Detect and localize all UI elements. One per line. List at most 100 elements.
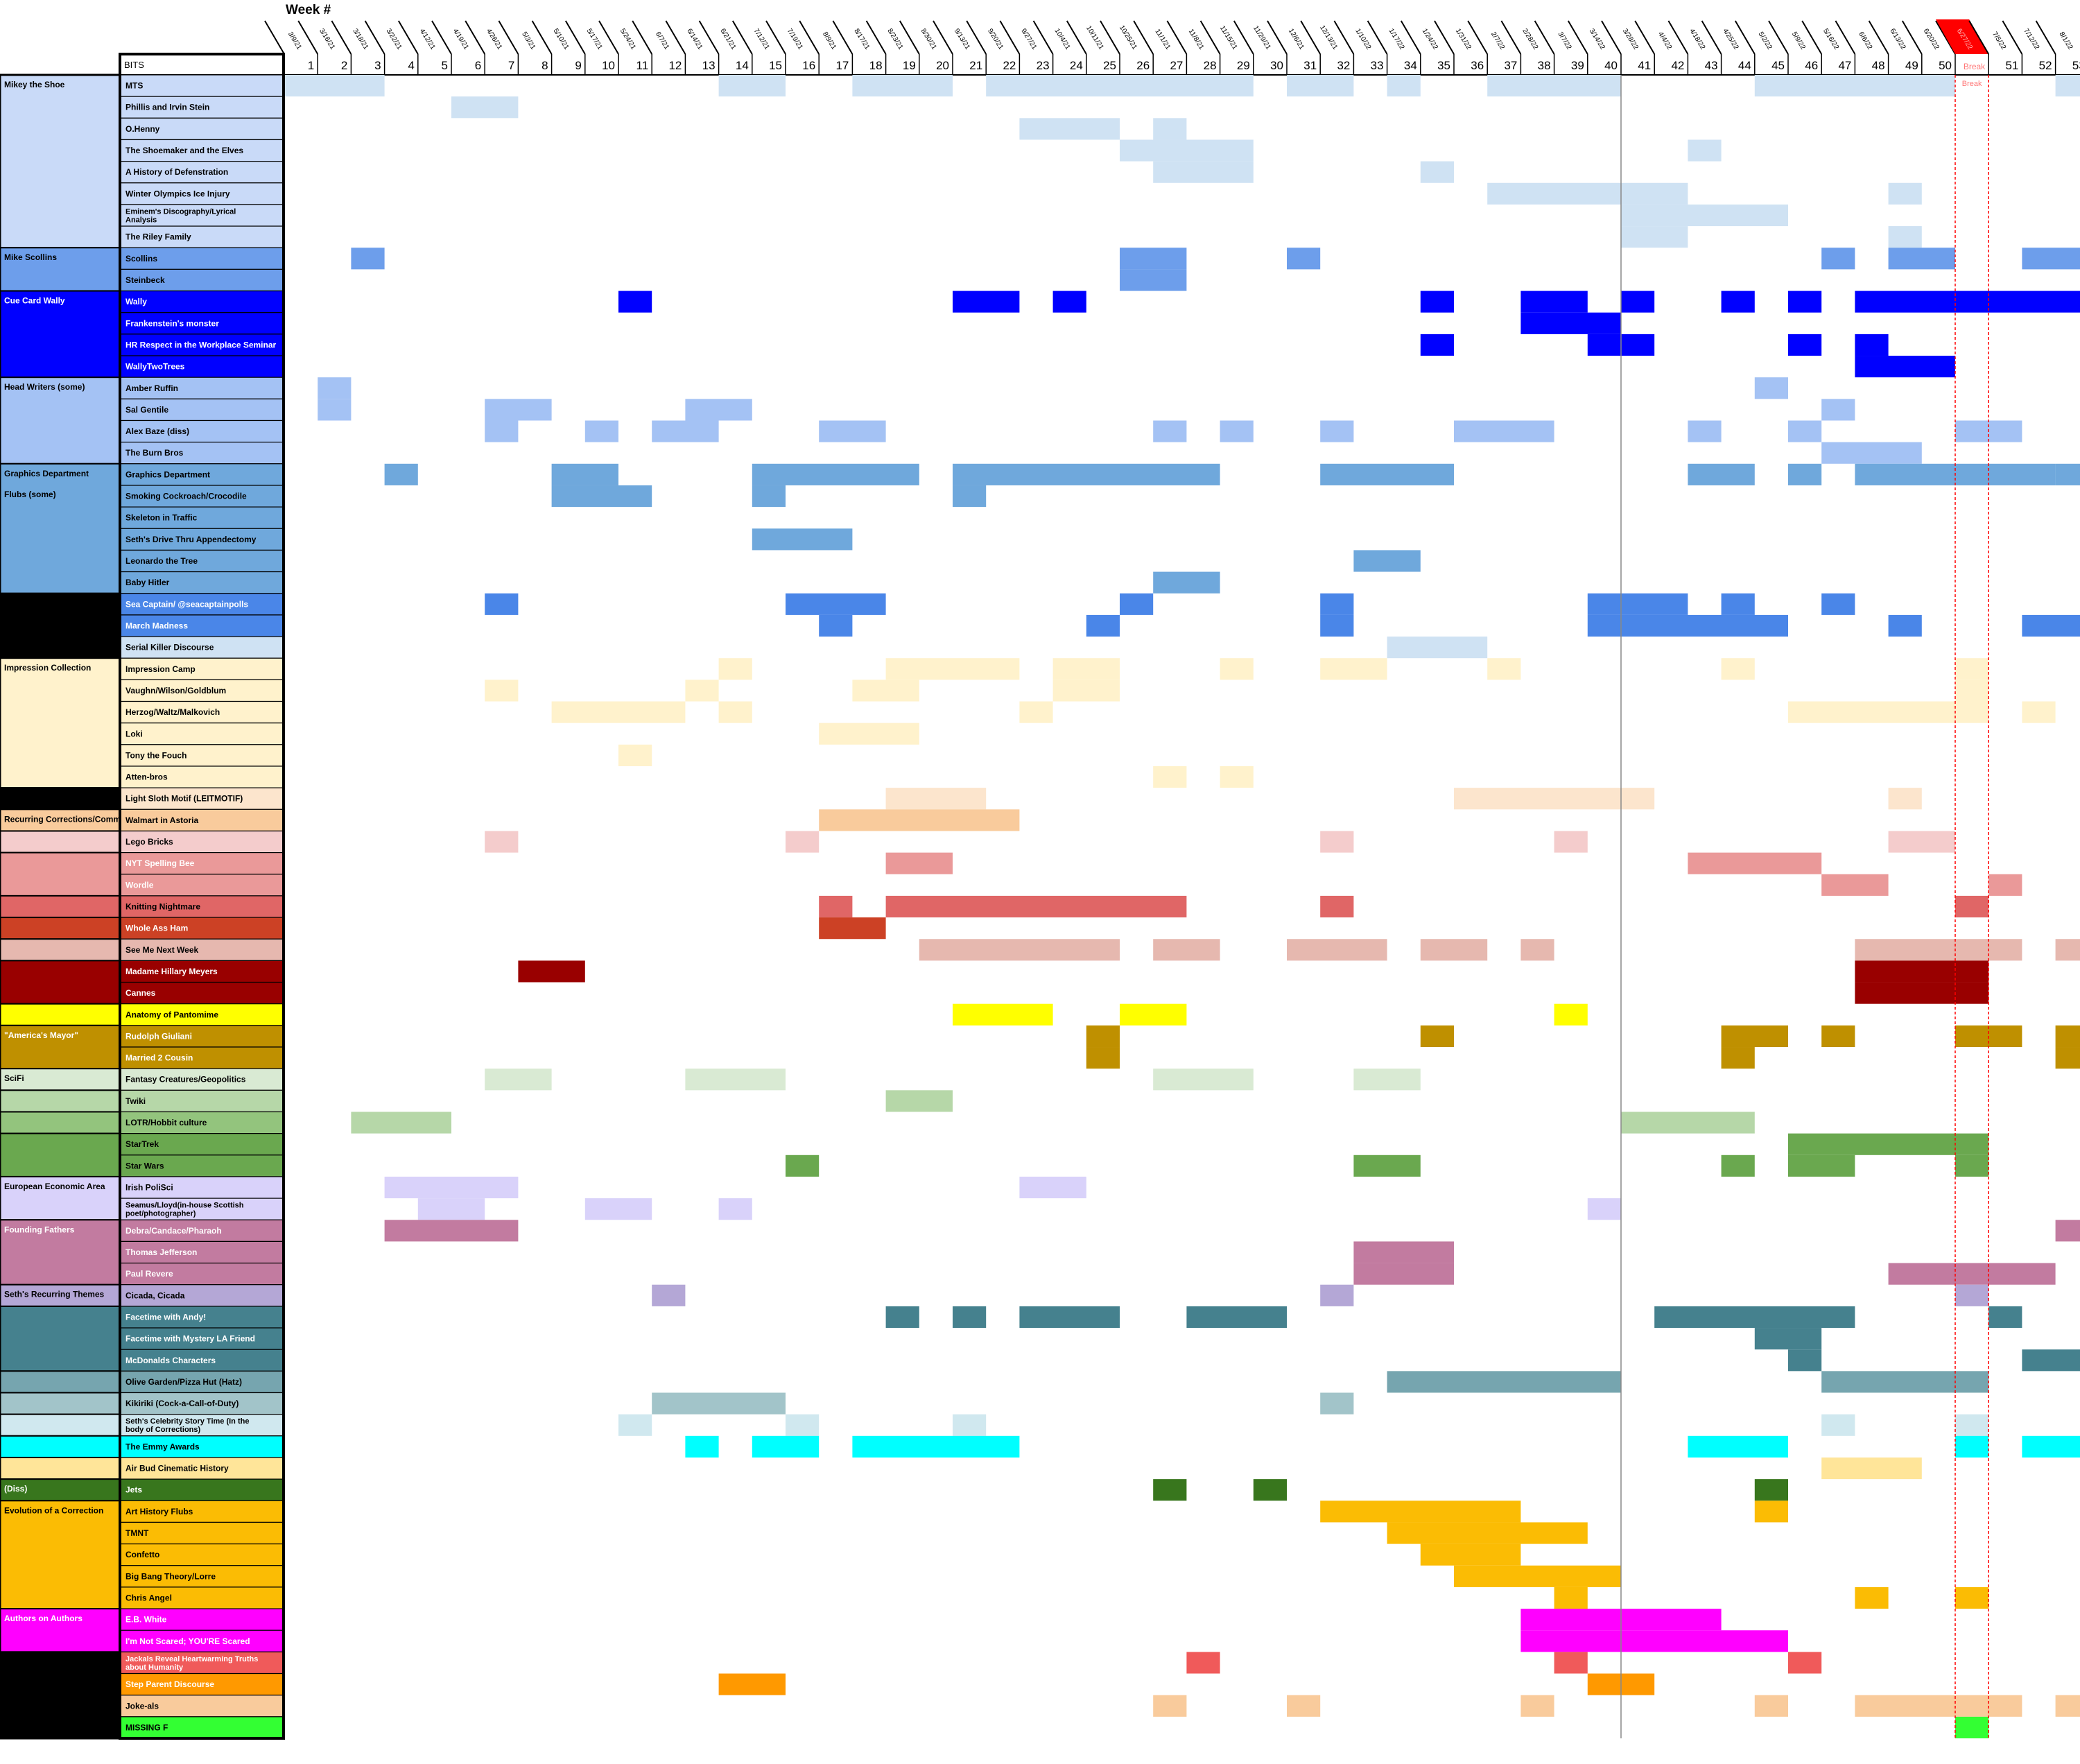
occurrence-mark <box>1287 1695 1321 1717</box>
occurrence-mark <box>1052 291 1086 313</box>
occurrence-mark <box>1220 766 1254 788</box>
occurrence-mark <box>1754 1695 1788 1717</box>
occurrence-mark <box>1855 334 1889 356</box>
occurrence-mark <box>953 1306 987 1329</box>
week-date-label: 8/9/21 <box>821 31 838 51</box>
week-date-label: 4/12/21 <box>418 27 437 51</box>
week-date-label: 1/24/22 <box>1421 27 1439 51</box>
bit-label: Thomas Jefferson <box>125 1247 197 1257</box>
occurrence-mark <box>384 1176 519 1199</box>
week-number-label: 12 <box>668 59 682 72</box>
week-number-label: 26 <box>1136 59 1150 72</box>
week-date-label: 3/7/22 <box>1556 31 1572 51</box>
occurrence-mark <box>1454 788 1655 810</box>
bit-label-cell <box>119 1586 284 1609</box>
occurrence-mark <box>551 485 652 508</box>
bit-label: Loki <box>125 729 143 738</box>
group-label: Mikey the Shoe <box>4 80 65 89</box>
week-date-label: 7/12/22 <box>2022 27 2040 51</box>
occurrence-mark <box>652 1392 786 1415</box>
bit-label: Seamus/Lloyd(in-house Scottish <box>125 1202 244 1210</box>
date-header-divider <box>1968 20 1990 55</box>
occurrence-mark <box>1420 161 1454 183</box>
occurrence-mark <box>1320 1501 1521 1523</box>
group-cell <box>0 1219 121 1286</box>
occurrence-mark <box>1153 1069 1254 1091</box>
occurrence-mark <box>852 1435 1020 1458</box>
occurrence-mark <box>318 399 352 421</box>
bit-label: March Madness <box>125 621 188 630</box>
week-number-label: 36 <box>1471 59 1484 72</box>
occurrence-mark <box>1955 895 1989 918</box>
occurrence-mark <box>685 680 719 702</box>
group-label: Founding Fathers <box>4 1225 75 1234</box>
week-date-label: 4/26/21 <box>485 27 503 51</box>
bit-label: Steinbeck <box>125 275 165 285</box>
week-date-label: 11/1/21 <box>1153 28 1172 51</box>
bit-label: Paul Revere <box>125 1269 173 1279</box>
occurrence-mark <box>417 1198 485 1220</box>
bit-label: Smoking Cockroach/Crocodile <box>125 492 247 501</box>
group-cell <box>0 787 121 811</box>
occurrence-mark <box>1821 1414 1855 1436</box>
bit-label: Phillis and Irvin Stein <box>125 103 209 112</box>
occurrence-mark <box>1220 658 1254 680</box>
group-cell <box>0 938 121 962</box>
group-cell <box>0 1392 121 1415</box>
week-date-label: 1/31/22 <box>1454 27 1473 51</box>
occurrence-mark <box>685 399 752 421</box>
occurrence-mark <box>1587 614 1788 637</box>
occurrence-mark <box>1855 356 1955 378</box>
group-cell <box>0 462 121 594</box>
week-date-label: 6/20/22 <box>1922 27 1941 51</box>
group-cell <box>0 1500 121 1610</box>
week-number-label: 46 <box>1805 59 1818 72</box>
bit-label: Impression Camp <box>125 664 196 674</box>
occurrence-mark <box>1220 420 1254 442</box>
occurrence-mark <box>1052 680 1120 702</box>
occurrence-mark <box>1353 1263 1454 1285</box>
bit-label-cell <box>119 614 284 637</box>
occurrence-mark <box>953 463 1220 485</box>
week-number-label: 3 <box>374 59 381 72</box>
group-cell <box>0 657 121 789</box>
bit-label: Chris Angel <box>125 1593 172 1602</box>
date-header-divider <box>832 20 853 55</box>
occurrence-mark <box>1153 571 1220 594</box>
week-number-label: 52 <box>2039 59 2052 72</box>
occurrence-mark <box>1420 1025 1454 1048</box>
occurrence-mark <box>852 75 953 97</box>
week-number-label: 51 <box>2005 59 2018 72</box>
week-date-label: 7/12/21 <box>752 27 771 51</box>
occurrence-mark <box>1153 939 1220 961</box>
occurrence-mark <box>953 1414 987 1436</box>
week-number-label: 39 <box>1571 59 1584 72</box>
week-number-label: 33 <box>1371 59 1384 72</box>
bit-label: Amber Ruffin <box>125 383 178 393</box>
date-header-divider <box>1835 20 1856 55</box>
bit-label-cell <box>119 268 284 292</box>
occurrence-mark <box>1788 1133 1989 1155</box>
occurrence-mark <box>1621 226 1688 248</box>
bit-label: Art History Flubs <box>125 1507 193 1516</box>
occurrence-mark <box>2055 1047 2080 1069</box>
date-header-divider <box>1868 20 1889 55</box>
occurrence-mark <box>718 701 752 723</box>
occurrence-mark <box>551 701 686 723</box>
bit-label: McDonalds Characters <box>125 1356 216 1365</box>
bit-label-cell <box>119 463 284 486</box>
occurrence-mark <box>1420 334 1454 356</box>
occurrence-mark <box>1888 1263 2056 1285</box>
bit-label: Star Wars <box>125 1161 164 1170</box>
occurrence-mark <box>1821 399 1855 421</box>
group-cell <box>0 74 121 249</box>
group-label: SciFi <box>4 1073 24 1083</box>
bit-label: Wordle <box>125 880 154 890</box>
occurrence-mark <box>1788 1349 1822 1372</box>
bit-label: Analysis <box>125 216 157 225</box>
group-cell <box>0 1089 121 1113</box>
week-date-label: 3/9/21 <box>286 31 303 51</box>
occurrence-mark <box>1721 1047 1755 1069</box>
date-header-divider <box>1901 20 1923 55</box>
